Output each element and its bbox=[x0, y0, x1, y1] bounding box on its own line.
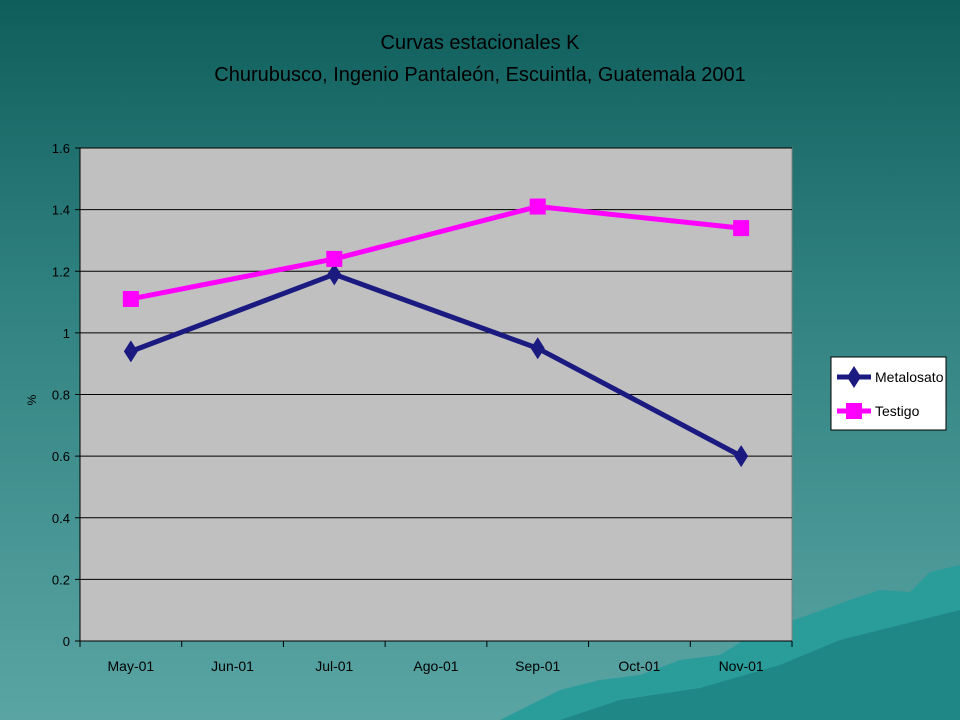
series-line bbox=[130, 204, 742, 302]
x-tick-label: May-01 bbox=[108, 658, 155, 674]
y-tick-label: 1 bbox=[63, 326, 70, 341]
x-tick-label: Sep-01 bbox=[515, 658, 560, 674]
y-tick-label: 1.2 bbox=[52, 264, 70, 279]
x-tick-label: Nov-01 bbox=[719, 658, 764, 674]
data-point bbox=[326, 250, 343, 267]
x-tick-label: Ago-01 bbox=[413, 658, 458, 674]
y-axis-label: % bbox=[25, 394, 39, 405]
y-tick-label: 1.6 bbox=[52, 141, 70, 156]
legend-marker bbox=[847, 366, 861, 388]
data-point bbox=[327, 263, 342, 286]
chart-title: Curvas estacionales K bbox=[380, 32, 580, 54]
legend: Metalosato Testigo bbox=[830, 356, 947, 431]
legend-label: Testigo bbox=[875, 403, 920, 419]
series-metalosato bbox=[123, 263, 749, 468]
y-tick-label: 0.8 bbox=[52, 388, 70, 403]
data-point bbox=[530, 337, 545, 360]
data-point bbox=[734, 445, 749, 468]
data-point bbox=[123, 340, 138, 363]
x-tick-label: Jun-01 bbox=[211, 658, 254, 674]
y-tick-label: 1.4 bbox=[52, 203, 70, 218]
legend-marker bbox=[846, 403, 862, 419]
x-axis-ticks: May-01 Jun-01 Jul-01 Ago-01 Sep-01 Oct-01 Nov-… bbox=[79, 641, 793, 674]
y-tick-label: 0 bbox=[63, 634, 70, 649]
legend-box bbox=[830, 356, 947, 431]
series-layer bbox=[122, 198, 750, 468]
data-point bbox=[122, 290, 139, 307]
y-tick-label: 0.6 bbox=[52, 449, 70, 464]
data-point bbox=[529, 198, 546, 215]
chart-subtitle: Churubusco, Ingenio Pantaleón, Escuintla… bbox=[214, 64, 746, 86]
gridlines bbox=[80, 147, 792, 580]
series-line bbox=[129, 271, 743, 459]
y-tick-label: 0.4 bbox=[52, 511, 70, 526]
x-tick-label: Oct-01 bbox=[618, 658, 660, 674]
series-testigo bbox=[122, 198, 750, 307]
mountain-decoration bbox=[500, 565, 960, 720]
y-axis-ticks: 0 0.2 0.4 0.6 0.8 1 1.2 1.4 1.6 bbox=[52, 141, 80, 649]
data-point bbox=[733, 220, 750, 237]
legend-label: Metalosato bbox=[875, 369, 944, 385]
x-tick-label: Jul-01 bbox=[315, 658, 353, 674]
y-tick-label: 0.2 bbox=[52, 572, 70, 587]
